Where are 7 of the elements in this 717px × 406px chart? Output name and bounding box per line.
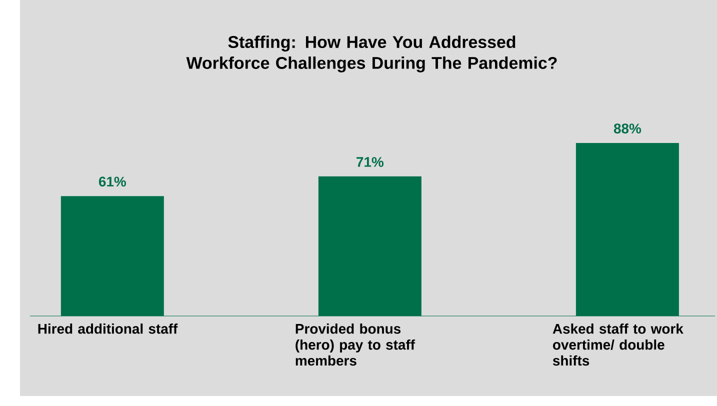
data-label: 88%: [614, 124, 642, 134]
data-label: 61%: [98, 176, 126, 187]
x-tick-label: Hired additional staff: [38, 324, 178, 334]
chart-title: Staffing: How Have You Addressed Workforce Challenges During The Pandemic?: [186, 36, 557, 72]
x-tick-label: Provided bonus (hero) pay to staff members: [296, 324, 416, 366]
x-tick-label: Asked staff to work overtime/ double shifts: [552, 324, 684, 366]
data-label: 71%: [356, 157, 384, 167]
